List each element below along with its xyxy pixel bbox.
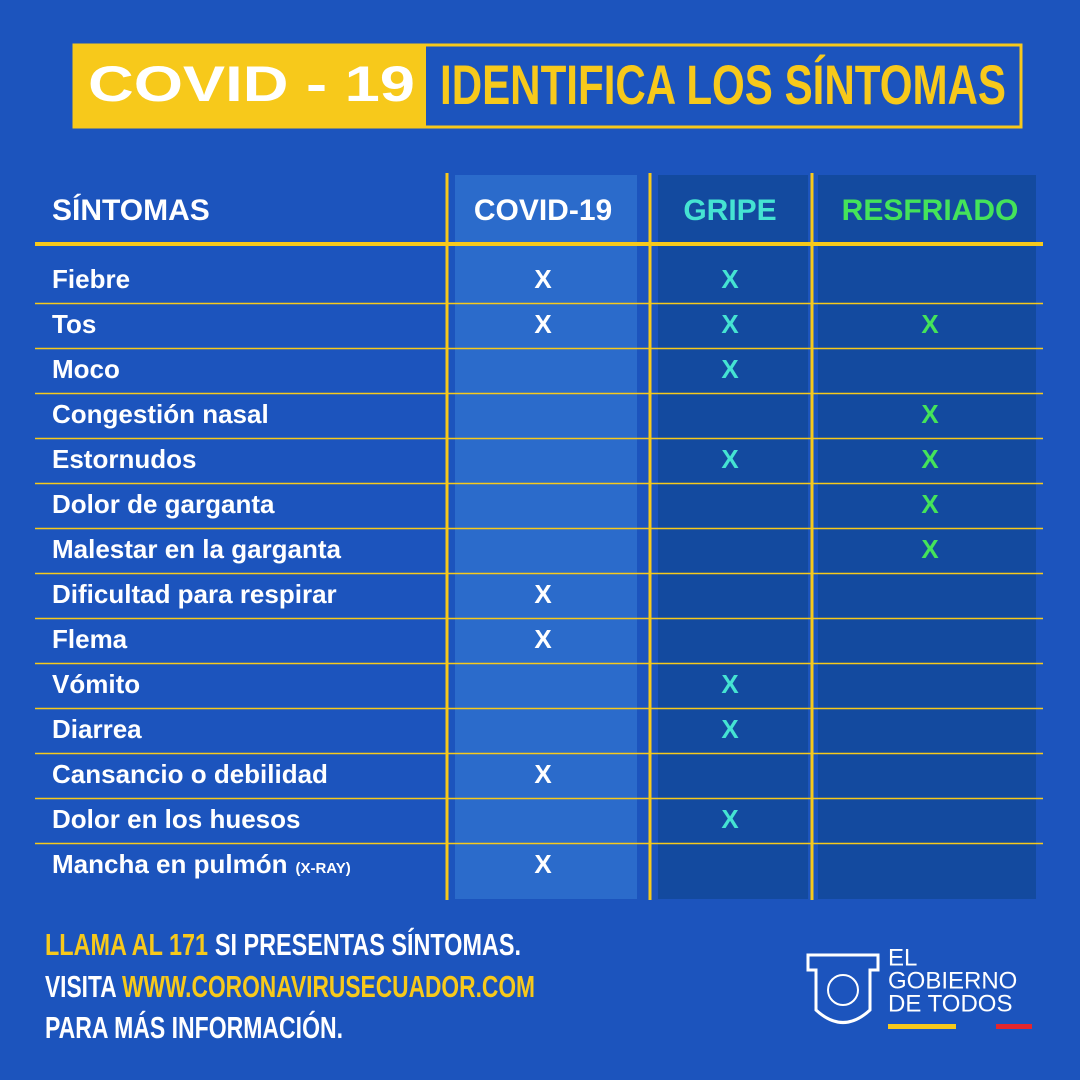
gripe-column-bg	[658, 175, 808, 899]
symptom-mark: X	[721, 444, 739, 474]
footer-line: VISITAWWW.CORONAVIRUSECUADOR.COM	[45, 969, 535, 1004]
covid-column-bg	[455, 175, 637, 899]
symptom-label: Congestión nasal	[52, 399, 269, 429]
symptom-label: Malestar en la garganta	[52, 534, 342, 564]
symptom-mark: X	[534, 624, 552, 654]
symptom-mark: X	[721, 804, 739, 834]
column-header: GRIPE	[683, 194, 776, 227]
symptom-mark: X	[921, 399, 939, 429]
symptom-mark: X	[534, 309, 552, 339]
footer-text: SI PRESENTAS SÍNTOMAS.	[215, 927, 521, 962]
header-badge: COVID - 19	[88, 56, 415, 112]
symptom-mark: X	[534, 849, 552, 879]
footer-line: LLAMA AL 171SI PRESENTAS SÍNTOMAS.	[45, 927, 521, 962]
symptom-label: Tos	[52, 309, 96, 339]
symptom-label: Vómito	[52, 669, 140, 699]
symptom-mark: X	[921, 489, 939, 519]
logo-emblem	[806, 953, 880, 1024]
logo-text: DE TODOS	[888, 990, 1012, 1017]
logo: EL GOBIERNO DE TODOS	[806, 944, 1032, 1029]
symptom-mark: X	[721, 714, 739, 744]
symptom-label: Diarrea	[52, 714, 142, 744]
column-header: SÍNTOMAS	[52, 193, 210, 227]
symptom-mark: X	[921, 309, 939, 339]
header-badge-bg	[74, 45, 426, 127]
footer-text: LLAMA AL 171	[45, 927, 208, 962]
footer-text: PARA MÁS INFORMACIÓN.	[45, 1009, 343, 1045]
symptom-mark: X	[534, 759, 552, 789]
symptom-label: Cansancio o debilidad	[52, 759, 328, 789]
header-title: IDENTIFICA LOS SÍNTOMAS	[440, 53, 1006, 116]
footer-text: VISITA	[45, 969, 116, 1004]
symptom-mark: X	[921, 444, 939, 474]
footer-line: PARA MÁS INFORMACIÓN.	[45, 1009, 343, 1045]
symptom-label: Moco	[52, 354, 120, 384]
symptom-mark: X	[721, 669, 739, 699]
logo-bar	[888, 1024, 956, 1029]
symptom-label: Dolor de garganta	[52, 489, 275, 519]
symptom-mark: X	[721, 264, 739, 294]
resfriado-column-bg	[818, 175, 1036, 899]
row-note: (X-RAY)	[295, 860, 350, 877]
symptom-mark: X	[721, 354, 739, 384]
symptom-label: Estornudos	[52, 444, 196, 474]
symptom-label: Mancha en pulmón	[52, 849, 287, 879]
column-header: COVID-19	[474, 194, 612, 227]
symptom-label: Dolor en los huesos	[52, 804, 301, 834]
footer-text: WWW.CORONAVIRUSECUADOR.COM	[122, 969, 535, 1004]
logo-bar	[996, 1024, 1032, 1029]
symptom-mark: X	[921, 534, 939, 564]
logo-text: GOBIERNO	[888, 967, 1017, 994]
logo-emblem-center	[827, 974, 859, 1006]
symptom-mark: X	[534, 579, 552, 609]
logo-text: EL	[888, 944, 917, 971]
symptom-label: Fiebre	[52, 264, 130, 294]
column-header: RESFRIADO	[842, 194, 1019, 227]
symptom-mark: X	[534, 264, 552, 294]
symptom-label: Flema	[52, 624, 128, 654]
symptom-label: Dificultad para respirar	[52, 579, 337, 609]
symptom-mark: X	[721, 309, 739, 339]
